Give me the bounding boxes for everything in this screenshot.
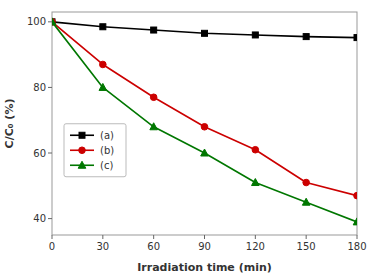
data-point [150, 94, 157, 101]
x-tick [306, 235, 307, 239]
legend-marker [78, 161, 86, 168]
data-point [99, 83, 107, 90]
plot-frame [52, 12, 357, 235]
x-tick [357, 235, 358, 239]
y-axis-label: C/C₀ (%) [3, 99, 16, 149]
chart-svg: 0 30 60 90 120 150 180 40 60 80 100 Irradiation tim… [0, 0, 371, 277]
x-tick-label: 180 [347, 241, 366, 252]
data-point [100, 24, 106, 30]
data-point [303, 179, 310, 186]
y-tick [48, 87, 52, 88]
x-tick [204, 235, 205, 239]
data-point [303, 34, 309, 40]
x-tick-label: 150 [297, 241, 316, 252]
data-point [151, 27, 157, 33]
x-tick-label: 120 [246, 241, 265, 252]
data-point [52, 19, 55, 25]
legend-label: (b) [100, 145, 114, 156]
y-tick-label: 60 [33, 148, 46, 159]
data-point [201, 149, 209, 156]
chart-container: 0 30 60 90 120 150 180 40 60 80 100 Irradiation tim… [0, 0, 371, 277]
x-axis-label: Irradiation time (min) [137, 261, 272, 274]
x-tick-label: 60 [147, 241, 160, 252]
data-point [354, 192, 357, 199]
data-point [353, 218, 357, 225]
legend: (a) (b) (c) [64, 124, 126, 177]
data-point [150, 123, 158, 130]
series-line [52, 22, 357, 222]
data-point [202, 30, 208, 36]
data-point [201, 123, 208, 130]
x-tick [52, 235, 53, 239]
plot-area [52, 18, 357, 225]
x-tick-label: 0 [49, 241, 55, 252]
y-tick-label: 40 [33, 213, 46, 224]
x-tick [102, 235, 103, 239]
legend-marker [79, 147, 86, 154]
x-tick [153, 235, 154, 239]
data-point [354, 35, 357, 41]
data-point [252, 32, 258, 38]
data-point [52, 18, 56, 25]
y-tick [48, 21, 52, 22]
legend-marker [79, 132, 85, 138]
y-tick-label: 100 [27, 16, 46, 27]
x-tick-label: 90 [198, 241, 211, 252]
data-point [100, 61, 107, 68]
legend-label: (a) [100, 130, 114, 141]
y-tick-label: 80 [33, 82, 46, 93]
x-tick-label: 30 [96, 241, 109, 252]
data-point [252, 179, 260, 186]
data-point [52, 19, 55, 26]
y-tick [48, 153, 52, 154]
legend-box [64, 124, 126, 177]
y-tick [48, 218, 52, 219]
data-point [302, 198, 310, 205]
legend-label: (c) [100, 160, 113, 171]
series-line [52, 22, 357, 38]
data-point [252, 146, 259, 153]
series-line [52, 22, 357, 196]
x-tick [255, 235, 256, 239]
